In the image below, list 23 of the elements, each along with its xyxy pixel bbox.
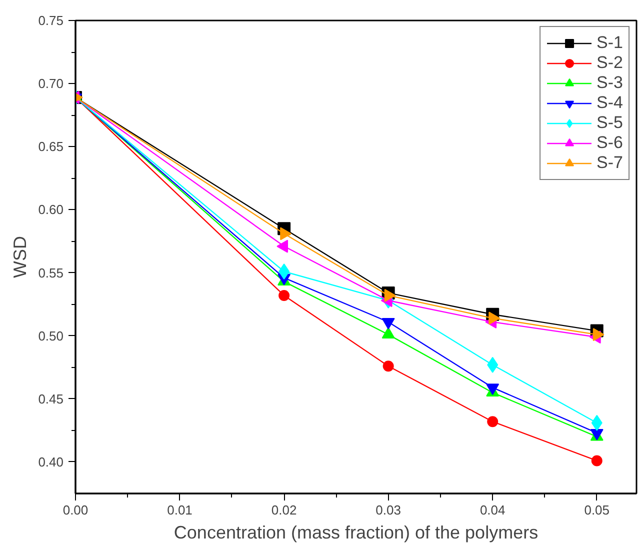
x-tick-label: 0.04 bbox=[480, 502, 506, 518]
x-tick-label: 0.05 bbox=[584, 502, 610, 518]
y-tick-label: 0.60 bbox=[38, 202, 64, 218]
legend-label: S-4 bbox=[596, 93, 623, 113]
y-tick-label: 0.40 bbox=[38, 454, 64, 470]
legend-label: S-2 bbox=[596, 53, 623, 73]
legend-label: S-7 bbox=[596, 153, 623, 173]
y-tick-label: 0.55 bbox=[38, 265, 64, 280]
x-axis-title: Concentration (mass fraction) of the polymers bbox=[174, 522, 538, 542]
legend-label: S-3 bbox=[596, 73, 623, 93]
legend-label: S-5 bbox=[596, 113, 623, 133]
y-axis-title: WSD bbox=[10, 236, 30, 278]
x-tick-label: 0.02 bbox=[271, 502, 297, 518]
legend-label: S-1 bbox=[596, 33, 623, 53]
y-tick-label: 0.75 bbox=[38, 13, 64, 28]
y-tick-label: 0.70 bbox=[38, 76, 64, 92]
x-tick-label: 0.00 bbox=[62, 502, 88, 518]
y-tick-label: 0.65 bbox=[38, 139, 64, 154]
y-tick-label: 0.50 bbox=[38, 328, 64, 344]
y-tick-label: 0.45 bbox=[38, 391, 64, 406]
x-tick-label: 0.01 bbox=[167, 502, 192, 518]
x-tick-label: 0.03 bbox=[376, 502, 401, 518]
legend-label: S-6 bbox=[596, 133, 623, 153]
